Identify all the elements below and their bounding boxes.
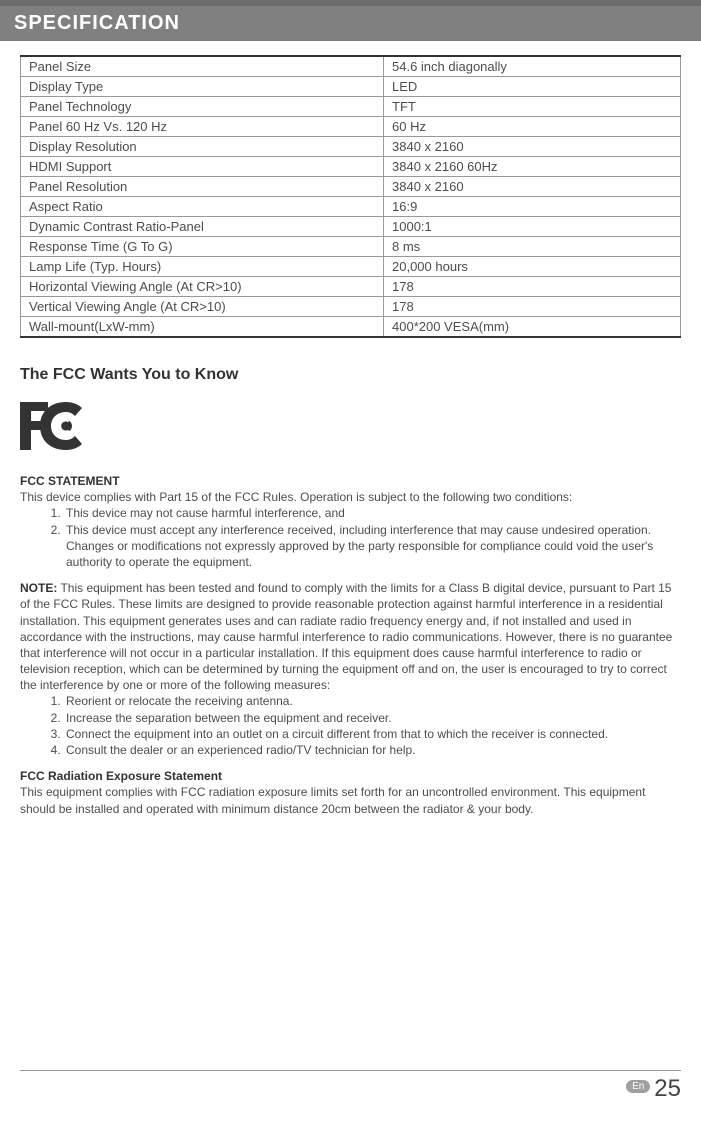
- table-row: Panel Resolution3840 x 2160: [21, 177, 681, 197]
- spec-value: 8 ms: [384, 237, 681, 257]
- spec-label: Panel Size: [21, 56, 384, 77]
- page-content: Panel Size54.6 inch diagonallyDisplay Ty…: [0, 41, 701, 817]
- spec-label: HDMI Support: [21, 157, 384, 177]
- spec-value: 3840 x 2160: [384, 137, 681, 157]
- table-row: Vertical Viewing Angle (At CR>10)178: [21, 297, 681, 317]
- fcc-note-body: This equipment has been tested and found…: [20, 581, 672, 692]
- fcc-section-title: The FCC Wants You to Know: [20, 366, 681, 384]
- spec-label: Panel Resolution: [21, 177, 384, 197]
- spec-label: Panel Technology: [21, 97, 384, 117]
- spec-value: TFT: [384, 97, 681, 117]
- spec-value: LED: [384, 77, 681, 97]
- table-row: Panel 60 Hz Vs. 120 Hz60 Hz: [21, 117, 681, 137]
- fcc-logo-icon: [20, 402, 681, 455]
- spec-label: Vertical Viewing Angle (At CR>10): [21, 297, 384, 317]
- page-footer: En 25: [20, 1070, 681, 1103]
- spec-value: 178: [384, 277, 681, 297]
- spec-value: 3840 x 2160: [384, 177, 681, 197]
- spec-value: 1000:1: [384, 217, 681, 237]
- table-row: Response Time (G To G)8 ms: [21, 237, 681, 257]
- list-item: Consult the dealer or an experienced rad…: [64, 742, 681, 758]
- spec-value: 60 Hz: [384, 117, 681, 137]
- spec-label: Aspect Ratio: [21, 197, 384, 217]
- fcc-statement-block: FCC STATEMENT This device complies with …: [20, 473, 681, 817]
- list-item: Connect the equipment into an outlet on …: [64, 726, 681, 742]
- header-title: SPECIFICATION: [14, 12, 180, 34]
- spec-label: Panel 60 Hz Vs. 120 Hz: [21, 117, 384, 137]
- spec-label: Response Time (G To G): [21, 237, 384, 257]
- table-row: Wall-mount(LxW-mm)400*200 VESA(mm): [21, 317, 681, 338]
- spec-value: 54.6 inch diagonally: [384, 56, 681, 77]
- table-row: Display TypeLED: [21, 77, 681, 97]
- list-item: Increase the separation between the equi…: [64, 710, 681, 726]
- list-item: This device may not cause harmful interf…: [64, 505, 681, 521]
- spec-value: 3840 x 2160 60Hz: [384, 157, 681, 177]
- spec-label: Display Resolution: [21, 137, 384, 157]
- spec-value: 178: [384, 297, 681, 317]
- spec-label: Wall-mount(LxW-mm): [21, 317, 384, 338]
- spec-value: 20,000 hours: [384, 257, 681, 277]
- fcc-measures-list: Reorient or relocate the receiving anten…: [20, 693, 681, 758]
- list-item: Reorient or relocate the receiving anten…: [64, 693, 681, 709]
- language-badge: En: [626, 1080, 650, 1093]
- fcc-radiation-heading: FCC Radiation Exposure Statement: [20, 769, 222, 783]
- spec-value: 400*200 VESA(mm): [384, 317, 681, 338]
- fcc-radiation-body: This equipment complies with FCC radiati…: [20, 785, 645, 815]
- table-row: Display Resolution3840 x 2160: [21, 137, 681, 157]
- page-number: 25: [654, 1075, 681, 1102]
- spec-label: Lamp Life (Typ. Hours): [21, 257, 384, 277]
- table-row: Lamp Life (Typ. Hours)20,000 hours: [21, 257, 681, 277]
- spec-label: Display Type: [21, 77, 384, 97]
- table-row: Panel Size54.6 inch diagonally: [21, 56, 681, 77]
- specification-table: Panel Size54.6 inch diagonallyDisplay Ty…: [20, 55, 681, 338]
- table-row: Horizontal Viewing Angle (At CR>10)178: [21, 277, 681, 297]
- fcc-note-label: NOTE:: [20, 581, 57, 595]
- spec-label: Horizontal Viewing Angle (At CR>10): [21, 277, 384, 297]
- fcc-intro-text: This device complies with Part 15 of the…: [20, 490, 572, 504]
- header-bar: SPECIFICATION: [0, 6, 701, 41]
- table-row: Dynamic Contrast Ratio-Panel1000:1: [21, 217, 681, 237]
- list-item: This device must accept any interference…: [64, 522, 681, 571]
- spec-value: 16:9: [384, 197, 681, 217]
- fcc-conditions-list: This device may not cause harmful interf…: [20, 505, 681, 570]
- fcc-statement-heading: FCC STATEMENT: [20, 474, 120, 488]
- table-row: Aspect Ratio16:9: [21, 197, 681, 217]
- table-row: HDMI Support3840 x 2160 60Hz: [21, 157, 681, 177]
- table-row: Panel TechnologyTFT: [21, 97, 681, 117]
- spec-label: Dynamic Contrast Ratio-Panel: [21, 217, 384, 237]
